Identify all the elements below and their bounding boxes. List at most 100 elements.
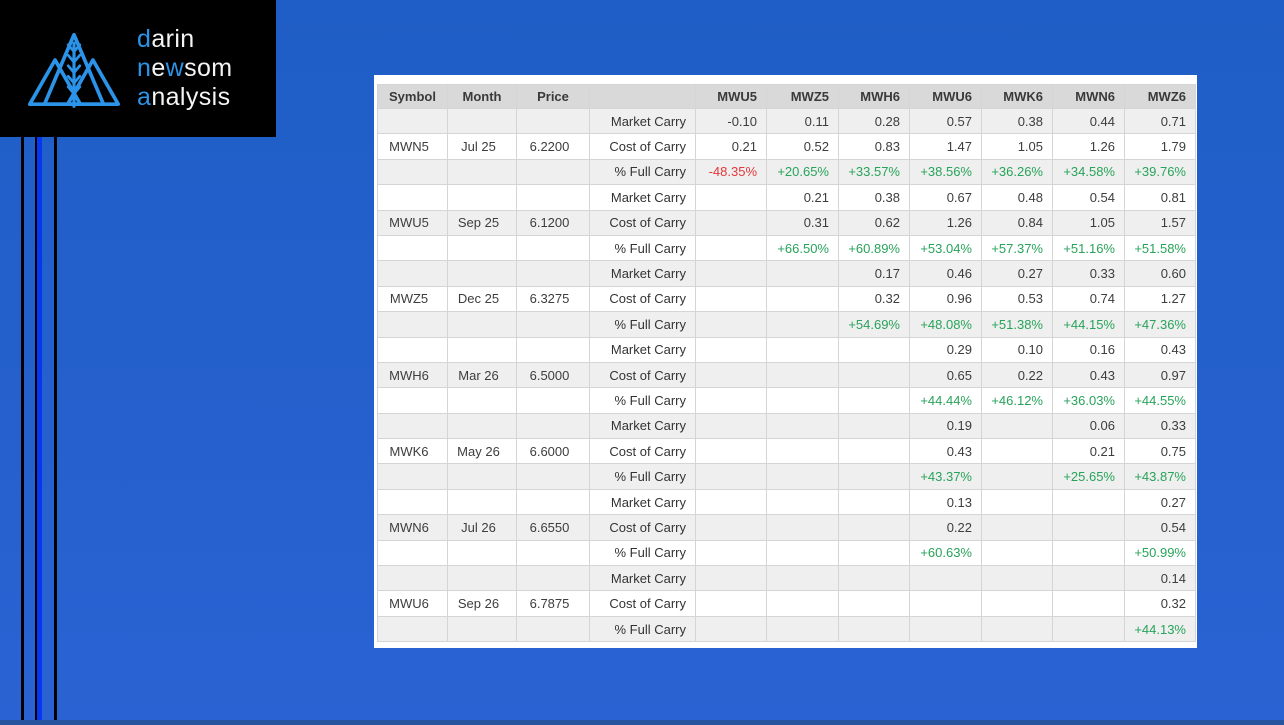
row-label: Cost of Carry (589, 438, 696, 465)
value-cell-mwn6: 0.33 (1052, 260, 1125, 287)
value-cell-mwn6: 0.06 (1052, 412, 1125, 440)
price-cell (516, 158, 590, 186)
value-cell-mwn6 (1052, 514, 1125, 541)
row-label: Cost of Carry (589, 285, 696, 313)
value-cell-mwk6 (981, 539, 1053, 567)
value-cell-mwu6: 1.26 (909, 209, 982, 236)
table-row-mwn5-pct: % Full Carry -48.35% +20.65% +33.57% +38.56%… (377, 158, 1196, 186)
symbol-cell (377, 387, 448, 414)
value-cell-mwz5: 0.31 (766, 209, 839, 236)
value-cell-mwk6: 1.05 (981, 133, 1053, 160)
price-cell (516, 412, 590, 440)
value-cell-mwu5 (695, 488, 767, 516)
value-cell-mwh6 (838, 336, 910, 363)
value-cell-mwh6 (838, 438, 910, 465)
value-cell-mwz5 (766, 590, 839, 617)
background-stripe-black-2 (35, 0, 37, 725)
symbol-cell (377, 158, 448, 186)
value-cell-mwu5 (695, 514, 767, 541)
value-cell-mwz6: 0.14 (1124, 565, 1196, 592)
value-cell-mwn6 (1052, 615, 1125, 643)
value-cell-mwh6 (838, 615, 910, 643)
month-cell (447, 565, 517, 592)
value-cell-mwu6: 0.57 (909, 107, 982, 135)
value-cell-mwk6 (981, 412, 1053, 440)
price-cell: 6.3275 (516, 285, 590, 313)
value-cell-mwz5 (766, 615, 839, 643)
value-cell-mwz6: +51.58% (1124, 234, 1196, 262)
value-cell-mwz6: +47.36% (1124, 311, 1196, 338)
value-cell-mwz6: +44.55% (1124, 387, 1196, 414)
table-row-mwk6-market: Market Carry 0.19 0.06 0.33 (377, 412, 1196, 440)
month-cell (447, 412, 517, 440)
table-row-mwn6-pct: % Full Carry +60.63% +50.99% (377, 539, 1196, 567)
table-row-mwz5-cost: MWZ5 Dec 25 6.3275 Cost of Carry 0.32 0.96 0.5… (377, 285, 1196, 313)
value-cell-mwu5 (695, 387, 767, 414)
value-cell-mwh6: +60.89% (838, 234, 910, 262)
row-label: Market Carry (589, 565, 696, 592)
month-cell: Mar 26 (447, 361, 517, 389)
value-cell-mwh6: 0.83 (838, 133, 910, 160)
value-cell-mwh6: 0.62 (838, 209, 910, 236)
column-header-month: Month (447, 84, 517, 109)
value-cell-mwu5 (695, 539, 767, 567)
price-cell: 6.1200 (516, 209, 590, 236)
value-cell-mwn6: 1.26 (1052, 133, 1125, 160)
price-cell: 6.7875 (516, 590, 590, 617)
value-cell-mwz5 (766, 311, 839, 338)
price-cell: 6.2200 (516, 133, 590, 160)
value-cell-mwk6: +57.37% (981, 234, 1053, 262)
value-cell-mwu5: -48.35% (695, 158, 767, 186)
value-cell-mwh6 (838, 488, 910, 516)
row-label: Cost of Carry (589, 514, 696, 541)
value-cell-mwn6: 0.44 (1052, 107, 1125, 135)
value-cell-mwn6 (1052, 539, 1125, 567)
value-cell-mwn6: 0.74 (1052, 285, 1125, 313)
value-cell-mwk6 (981, 615, 1053, 643)
table-row-mwu5-market: Market Carry 0.21 0.38 0.67 0.48 0.54 0.81 (377, 184, 1196, 211)
value-cell-mwk6: 0.27 (981, 260, 1053, 287)
table-row-mwh6-pct: % Full Carry +44.44% +46.12% +36.03% +44.55% (377, 387, 1196, 414)
symbol-cell: MWU5 (377, 209, 448, 236)
value-cell-mwz6: +39.76% (1124, 158, 1196, 186)
value-cell-mwn6 (1052, 488, 1125, 516)
month-cell (447, 107, 517, 135)
symbol-cell: MWK6 (377, 438, 448, 465)
symbol-cell (377, 463, 448, 490)
row-label: Market Carry (589, 488, 696, 516)
value-cell-mwk6: 0.38 (981, 107, 1053, 135)
table-row-mwk6-cost: MWK6 May 26 6.6000 Cost of Carry 0.43 0.21 0.7… (377, 438, 1196, 465)
price-cell: 6.6000 (516, 438, 590, 465)
value-cell-mwu5 (695, 615, 767, 643)
value-cell-mwh6: 0.38 (838, 184, 910, 211)
symbol-cell: MWU6 (377, 590, 448, 617)
row-label: % Full Carry (589, 463, 696, 490)
month-cell: Jul 26 (447, 514, 517, 541)
value-cell-mwu5 (695, 463, 767, 490)
month-cell: May 26 (447, 438, 517, 465)
column-header-price: Price (516, 84, 590, 109)
symbol-cell: MWH6 (377, 361, 448, 389)
value-cell-mwz6: 0.43 (1124, 336, 1196, 363)
value-cell-mwu5 (695, 361, 767, 389)
table-row-mwu6-market: Market Carry 0.14 (377, 565, 1196, 592)
value-cell-mwh6: 0.28 (838, 107, 910, 135)
column-header-mwk6: MWK6 (981, 84, 1053, 109)
table-row-mwu6-pct: % Full Carry +44.13% (377, 615, 1196, 643)
value-cell-mwz6: 1.57 (1124, 209, 1196, 236)
column-header-mwz6: MWZ6 (1124, 84, 1196, 109)
price-cell (516, 311, 590, 338)
month-cell (447, 336, 517, 363)
value-cell-mwu6: 0.13 (909, 488, 982, 516)
value-cell-mwz5: 0.52 (766, 133, 839, 160)
value-cell-mwu6: 0.96 (909, 285, 982, 313)
month-cell (447, 488, 517, 516)
value-cell-mwn6: 0.21 (1052, 438, 1125, 465)
table-row-mwh6-market: Market Carry 0.29 0.10 0.16 0.43 (377, 336, 1196, 363)
bottom-edge-strip (0, 720, 1284, 725)
value-cell-mwn6 (1052, 565, 1125, 592)
value-cell-mwz6: 0.81 (1124, 184, 1196, 211)
table-row-mwu5-pct: % Full Carry +66.50% +60.89% +53.04% +57.37%… (377, 234, 1196, 262)
value-cell-mwu5 (695, 565, 767, 592)
row-label: Cost of Carry (589, 590, 696, 617)
